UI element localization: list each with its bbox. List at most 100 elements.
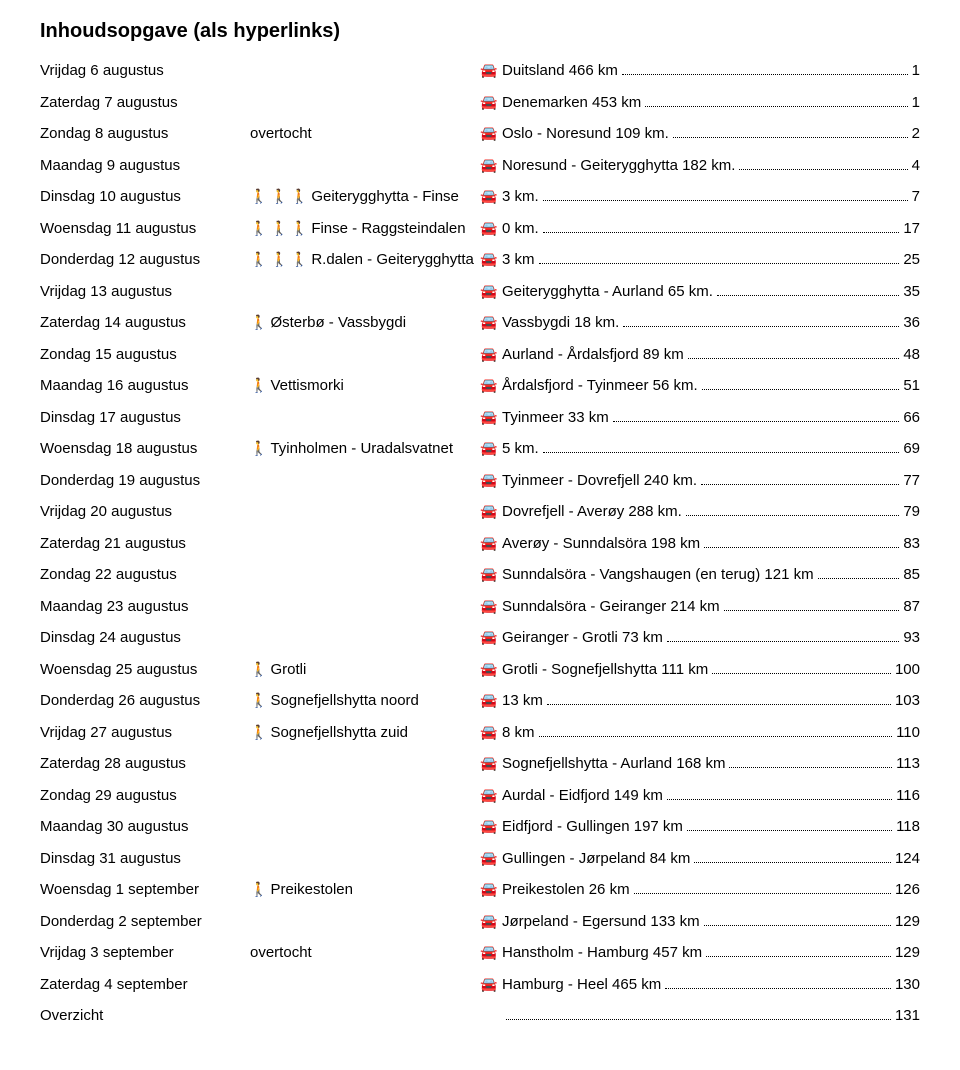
toc-row[interactable]: Woensdag 1 september🚶Preikestolen🚘Preike… [40,882,920,897]
toc-leader [686,515,900,516]
toc-activity: 🚶Sognefjellshytta noord [250,693,480,708]
toc-day-label: Maandag 30 augustus [40,819,250,834]
car-icon: 🚘 [480,158,502,172]
car-icon: 🚘 [480,189,502,203]
toc-day-label: Maandag 23 augustus [40,599,250,614]
toc-leader [547,704,891,705]
toc-page-number: 79 [903,504,920,519]
car-icon: 🚘 [480,504,502,518]
toc-row[interactable]: Woensdag 25 augustus🚶Grotli🚘Grotli - Sog… [40,662,920,677]
toc-page-number: 83 [903,536,920,551]
car-icon: 🚘 [480,599,502,613]
toc-day-label: Overzicht [40,1008,250,1023]
toc-row[interactable]: Donderdag 2 september🚘Jørpeland - Egersu… [40,914,920,929]
toc-row[interactable]: Maandag 16 augustus🚶Vettismorki🚘Årdalsfj… [40,378,920,393]
toc-activity: 🚶Vettismorki [250,378,480,393]
toc-activity: 🚶Sognefjellshytta zuid [250,725,480,740]
toc-page-number: 1 [912,95,920,110]
toc-row[interactable]: Donderdag 12 augustus🚶🚶🚶R.dalen - Geiter… [40,252,920,267]
toc-row[interactable]: Vrijdag 27 augustus🚶Sognefjellshytta zui… [40,725,920,740]
toc-row[interactable]: Zaterdag 28 augustus🚘Sognefjellshytta - … [40,756,920,771]
car-icon: 🚘 [480,819,502,833]
toc-row[interactable]: Donderdag 26 augustus🚶Sognefjellshytta n… [40,693,920,708]
toc-destination: Tyinmeer 33 km [502,410,609,425]
toc-row[interactable]: Zaterdag 4 september🚘Hamburg - Heel 465 … [40,977,920,992]
toc-activity-text: overtocht [250,945,312,960]
toc-row[interactable]: Zondag 15 augustus🚘Aurland - Årdalsfjord… [40,347,920,362]
toc-row[interactable]: Zaterdag 14 augustus🚶Østerbø - Vassbygdi… [40,315,920,330]
toc-row[interactable]: Overzicht 131 [40,1008,920,1023]
toc-row[interactable]: Dinsdag 17 augustus🚘Tyinmeer 33 km66 [40,410,920,425]
toc-page-number: 25 [903,252,920,267]
hiker-icon: 🚶 [250,315,267,329]
toc-activity: 🚶🚶🚶R.dalen - Geiterygghytta [250,252,480,267]
toc-leader [506,1019,891,1020]
toc-day-label: Woensdag 11 augustus [40,221,250,236]
toc-row[interactable]: Zaterdag 21 augustus🚘Averøy - Sunndalsör… [40,536,920,551]
toc-row[interactable]: Zondag 22 augustus🚘Sunndalsöra - Vangsha… [40,567,920,582]
toc-day-label: Zondag 22 augustus [40,567,250,582]
toc-row[interactable]: Vrijdag 3 septemberovertocht🚘Hanstholm -… [40,945,920,960]
toc-row[interactable]: Zaterdag 7 augustus🚘Denemarken 453 km1 [40,95,920,110]
toc-activity: overtocht [250,126,480,141]
car-icon: 🚘 [480,221,502,235]
car-icon: 🚘 [480,977,502,991]
toc-activity-text: Finse - Raggsteindalen [311,221,465,236]
hiker-icon: 🚶 [291,221,308,235]
toc-row[interactable]: Vrijdag 6 augustus🚘Duitsland 466 km1 [40,63,920,78]
toc-destination: Dovrefjell - Averøy 288 km. [502,504,682,519]
car-icon: 🚘 [480,378,502,392]
toc-row[interactable]: Woensdag 18 augustus🚶Tyinholmen - Uradal… [40,441,920,456]
car-icon: 🚘 [480,914,502,928]
toc-destination: Oslo - Noresund 109 km. [502,126,669,141]
toc-destination: 0 km. [502,221,539,236]
toc-activity-text: Sognefjellshytta zuid [270,725,408,740]
hiker-icon: 🚶 [250,189,267,203]
toc-row[interactable]: Maandag 9 augustus🚘Noresund - Geiteryggh… [40,158,920,173]
toc-row[interactable]: Maandag 30 augustus🚘Eidfjord - Gullingen… [40,819,920,834]
toc-activity-text: Vettismorki [270,378,343,393]
toc-day-label: Maandag 16 augustus [40,378,250,393]
toc-day-label: Dinsdag 24 augustus [40,630,250,645]
toc-page-number: 69 [903,441,920,456]
toc-row[interactable]: Dinsdag 31 augustus🚘Gullingen - Jørpelan… [40,851,920,866]
toc-row[interactable]: Vrijdag 13 augustus🚘Geiterygghytta - Aur… [40,284,920,299]
toc-destination: 3 km. [502,189,539,204]
toc-page-number: 126 [895,882,920,897]
toc-day-label: Vrijdag 6 augustus [40,63,250,78]
toc-leader [539,263,900,264]
toc-leader [688,358,900,359]
toc-leader [701,484,899,485]
toc-row[interactable]: Woensdag 11 augustus🚶🚶🚶Finse - Raggstein… [40,221,920,236]
toc-leader [694,862,891,863]
toc-leader [729,767,892,768]
toc-row[interactable]: Zondag 29 augustus🚘Aurdal - Eidfjord 149… [40,788,920,803]
toc-day-label: Donderdag 19 augustus [40,473,250,488]
toc-day-label: Donderdag 26 augustus [40,693,250,708]
toc-page-number: 110 [896,725,920,740]
car-icon: 🚘 [480,882,502,896]
car-icon: 🚘 [480,410,502,424]
car-icon: 🚘 [480,567,502,581]
toc-activity-text: Tyinholmen - Uradalsvatnet [270,441,453,456]
toc-row[interactable]: Vrijdag 20 augustus🚘Dovrefjell - Averøy … [40,504,920,519]
toc-day-label: Woensdag 18 augustus [40,441,250,456]
toc-activity: 🚶Østerbø - Vassbygdi [250,315,480,330]
toc-page-number: 130 [895,977,920,992]
toc-leader [613,421,900,422]
toc-row[interactable]: Zondag 8 augustusovertocht🚘Oslo - Noresu… [40,126,920,141]
toc-activity-text: R.dalen - Geiterygghytta [311,252,474,267]
car-icon: 🚘 [480,756,502,770]
toc-leader [717,295,899,296]
toc-day-label: Dinsdag 10 augustus [40,189,250,204]
toc-row[interactable]: Maandag 23 augustus🚘Sunndalsöra - Geiran… [40,599,920,614]
toc-row[interactable]: Donderdag 19 augustus🚘Tyinmeer - Dovrefj… [40,473,920,488]
toc-leader [543,452,900,453]
toc-destination: Jørpeland - Egersund 133 km [502,914,700,929]
toc-day-label: Maandag 9 augustus [40,158,250,173]
toc-row[interactable]: Dinsdag 10 augustus🚶🚶🚶Geiterygghytta - F… [40,189,920,204]
toc-destination: Aurland - Årdalsfjord 89 km [502,347,684,362]
toc-row[interactable]: Dinsdag 24 augustus🚘Geiranger - Grotli 7… [40,630,920,645]
toc-page-number: 131 [895,1008,920,1023]
toc-leader [724,610,900,611]
